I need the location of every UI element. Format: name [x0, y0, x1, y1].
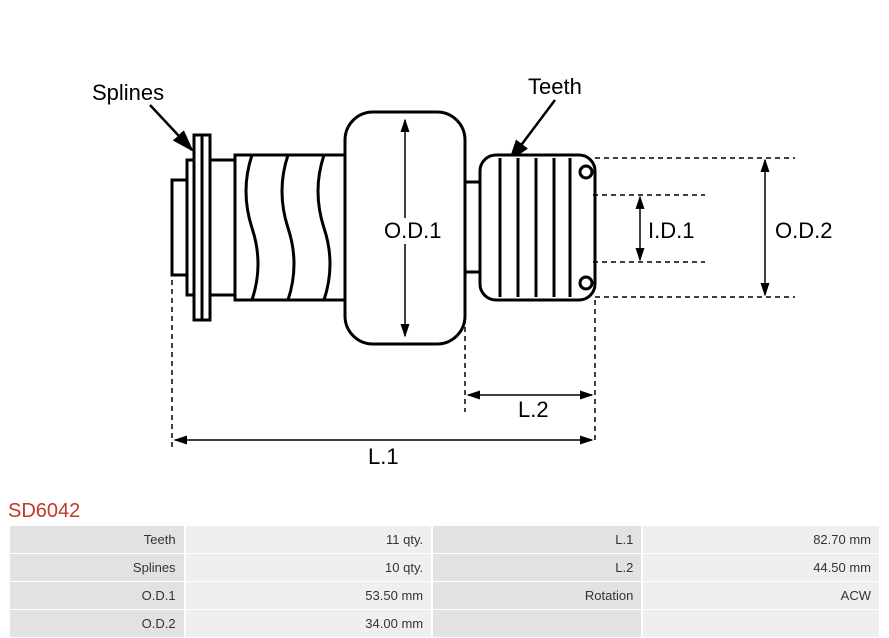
spec-label [433, 610, 641, 637]
spec-label: O.D.2 [10, 610, 184, 637]
spec-label: Splines [10, 554, 184, 581]
label-id1: I.D.1 [648, 218, 694, 244]
label-l2: L.2 [518, 397, 549, 423]
spec-value: 82.70 mm [643, 526, 879, 553]
label-splines: Splines [92, 80, 164, 106]
spec-value [643, 610, 879, 637]
label-od1: O.D.1 [382, 218, 443, 244]
spec-label: L.2 [433, 554, 641, 581]
spec-label: O.D.1 [10, 582, 184, 609]
spec-value: 53.50 mm [186, 582, 432, 609]
table-row: Splines 10 qty. L.2 44.50 mm [10, 554, 879, 581]
spec-value: 44.50 mm [643, 554, 879, 581]
label-l1: L.1 [368, 444, 399, 470]
spec-label: Teeth [10, 526, 184, 553]
spec-value: 11 qty. [186, 526, 432, 553]
table-row: O.D.1 53.50 mm Rotation ACW [10, 582, 879, 609]
spec-value: 10 qty. [186, 554, 432, 581]
technical-drawing-svg [0, 0, 889, 490]
spec-value: 34.00 mm [186, 610, 432, 637]
part-code: SD6042 [8, 500, 80, 523]
spec-label: Rotation [433, 582, 641, 609]
label-teeth: Teeth [528, 74, 582, 100]
table-row: O.D.2 34.00 mm [10, 610, 879, 637]
spec-table-body: Teeth 11 qty. L.1 82.70 mm Splines 10 qt… [10, 526, 879, 637]
spec-value: ACW [643, 582, 879, 609]
label-od2: O.D.2 [775, 218, 832, 244]
diagram-area: Splines Teeth O.D.1 I.D.1 O.D.2 L.2 L.1 [0, 0, 889, 490]
spec-table: Teeth 11 qty. L.1 82.70 mm Splines 10 qt… [8, 525, 881, 638]
spec-label: L.1 [433, 526, 641, 553]
table-row: Teeth 11 qty. L.1 82.70 mm [10, 526, 879, 553]
